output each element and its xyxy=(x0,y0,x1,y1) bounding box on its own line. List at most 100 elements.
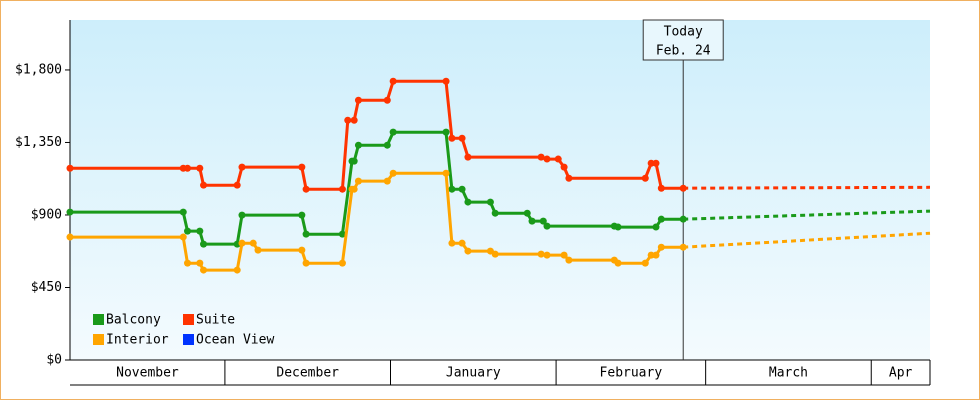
y-tick-label: $1,350 xyxy=(15,135,62,150)
point xyxy=(565,256,573,264)
point xyxy=(543,251,551,259)
point xyxy=(254,246,262,254)
point xyxy=(233,266,241,274)
point xyxy=(389,169,397,177)
point xyxy=(458,134,466,142)
point xyxy=(184,227,192,235)
today-label: Feb. 24 xyxy=(656,44,711,59)
legend-swatch xyxy=(183,314,194,325)
point xyxy=(442,169,450,177)
point xyxy=(464,153,472,161)
point xyxy=(338,259,346,267)
point xyxy=(442,77,450,85)
point xyxy=(66,164,74,172)
point xyxy=(179,208,187,216)
point xyxy=(238,211,246,219)
point xyxy=(491,209,499,217)
point xyxy=(565,174,573,182)
point xyxy=(354,96,362,104)
point xyxy=(657,243,665,251)
point xyxy=(464,247,472,255)
point xyxy=(238,239,246,247)
legend-label: Balcony xyxy=(106,313,161,328)
point xyxy=(652,251,660,259)
legend-label: Suite xyxy=(196,313,235,328)
y-tick-label: $900 xyxy=(31,207,62,222)
point xyxy=(200,240,208,248)
point xyxy=(238,163,246,171)
point xyxy=(543,222,551,230)
legend-swatch xyxy=(93,314,104,325)
point xyxy=(298,211,306,219)
point xyxy=(554,155,562,163)
point xyxy=(354,141,362,149)
point xyxy=(350,157,358,165)
point xyxy=(389,77,397,85)
point xyxy=(302,185,310,193)
point xyxy=(196,164,204,172)
point xyxy=(442,128,450,136)
point xyxy=(184,164,192,172)
point xyxy=(350,116,358,124)
point xyxy=(679,215,687,223)
point xyxy=(389,128,397,136)
point xyxy=(537,250,545,258)
point xyxy=(657,184,665,192)
point xyxy=(491,250,499,258)
today-box xyxy=(642,19,724,61)
month-label: February xyxy=(600,366,663,381)
point xyxy=(560,251,568,259)
point xyxy=(179,233,187,241)
month-label: January xyxy=(446,366,501,381)
point xyxy=(249,239,257,247)
point xyxy=(560,163,568,171)
point xyxy=(350,185,358,193)
point xyxy=(486,198,494,206)
point xyxy=(543,155,551,163)
point xyxy=(354,177,362,185)
point xyxy=(641,174,649,182)
point xyxy=(657,215,665,223)
point xyxy=(448,134,456,142)
series-line xyxy=(70,130,684,246)
point xyxy=(652,223,660,231)
point xyxy=(458,185,466,193)
point xyxy=(614,223,622,231)
point xyxy=(539,217,547,225)
y-tick-label: $450 xyxy=(31,280,62,295)
plot-area xyxy=(70,20,930,360)
point xyxy=(383,96,391,104)
point xyxy=(196,259,204,267)
y-tick-label: $1,800 xyxy=(15,62,62,77)
point xyxy=(184,259,192,267)
legend-swatch xyxy=(183,334,194,345)
y-tick-label: $0 xyxy=(46,353,62,368)
point xyxy=(338,185,346,193)
point xyxy=(200,181,208,189)
point xyxy=(66,208,74,216)
point xyxy=(458,239,466,247)
point xyxy=(448,239,456,247)
month-label: November xyxy=(116,366,179,381)
month-label: March xyxy=(769,366,808,381)
point xyxy=(196,227,204,235)
point xyxy=(679,184,687,192)
month-label: December xyxy=(276,366,339,381)
point xyxy=(523,209,531,217)
point xyxy=(344,116,352,124)
point xyxy=(233,181,241,189)
point xyxy=(647,251,655,259)
point xyxy=(200,266,208,274)
month-label: Apr xyxy=(889,366,913,381)
point xyxy=(679,243,687,251)
point xyxy=(298,163,306,171)
point xyxy=(448,185,456,193)
point xyxy=(614,259,622,267)
point xyxy=(528,217,536,225)
point xyxy=(383,177,391,185)
legend-label: Ocean View xyxy=(196,333,274,348)
point xyxy=(464,198,472,206)
point xyxy=(383,141,391,149)
today-label: Today xyxy=(664,25,703,40)
